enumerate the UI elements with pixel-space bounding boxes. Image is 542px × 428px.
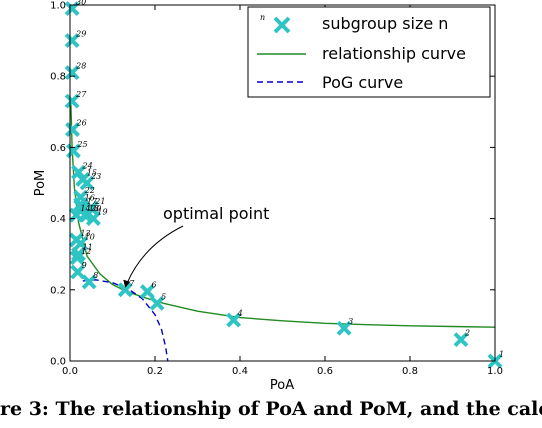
point-label: 20 <box>90 204 101 213</box>
data-point <box>65 143 81 159</box>
point-label: 4 <box>237 309 243 318</box>
y-axis-label: PoM <box>33 170 48 197</box>
data-point <box>70 264 86 280</box>
y-tick-label: 1.0 <box>50 1 66 12</box>
point-label: 13 <box>80 229 90 238</box>
x-tick-label: 0.6 <box>317 366 333 377</box>
legend-x-marker <box>273 16 291 34</box>
point-label: 26 <box>76 119 87 128</box>
point-label: 7 <box>129 279 135 288</box>
data-point <box>64 93 80 109</box>
annotation-arrow <box>126 225 184 283</box>
point-label: 29 <box>75 30 86 39</box>
annotation-text: optimal point <box>163 204 269 223</box>
point-label: 8 <box>93 271 98 280</box>
point-label: 1 <box>499 350 504 359</box>
legend-entry-relationship: relationship curve <box>322 44 466 63</box>
y-tick-label: 0.2 <box>50 285 66 296</box>
x-tick-label: 0.0 <box>62 366 78 377</box>
data-point <box>117 282 133 298</box>
data-point <box>83 200 99 216</box>
data-point <box>69 250 85 266</box>
point-label: 2 <box>464 329 470 338</box>
x-tick-label: 0.2 <box>147 366 163 377</box>
annotation-arrow-head <box>123 279 131 288</box>
data-point <box>336 320 352 336</box>
x-tick-label: 1.0 <box>487 366 503 377</box>
y-tick-label: 0.6 <box>50 143 66 154</box>
data-point <box>68 232 84 248</box>
data-point <box>64 33 80 49</box>
data-point <box>139 284 155 299</box>
y-tick-label: 0.8 <box>50 72 66 83</box>
data-point <box>65 122 80 138</box>
point-labels: 1234567891011121314151617181920212223242… <box>75 0 504 359</box>
point-label: 14 <box>80 204 90 213</box>
data-point <box>64 65 80 81</box>
legend-entry-subgroup: subgroup size n <box>322 14 448 33</box>
axis-ticks: 0.0 0.2 0.4 0.6 0.8 1.0 0.0 0.2 0.4 0.6 0.8 1.0 <box>50 1 503 378</box>
data-point <box>71 164 86 180</box>
data-point <box>226 312 242 328</box>
point-label: 23 <box>90 172 101 181</box>
point-label: 6 <box>151 281 156 290</box>
point-label: 5 <box>161 292 166 301</box>
point-label: 27 <box>75 90 87 99</box>
figure-caption: re 3: The relationship of PoA and PoM, a… <box>0 398 542 420</box>
x-tick-label: 0.8 <box>402 366 418 377</box>
point-label: 16 <box>85 193 95 202</box>
point-label: 12 <box>81 247 91 256</box>
point-label: 21 <box>94 197 105 206</box>
data-point <box>73 189 89 205</box>
data-point <box>149 295 165 311</box>
y-tick-label: 0.4 <box>50 214 66 225</box>
legend-symbol-label: n <box>260 13 265 22</box>
x-axis-label: PoA <box>270 378 294 393</box>
point-label: 22 <box>84 186 95 195</box>
pog-curve <box>82 279 169 361</box>
data-point <box>81 274 97 290</box>
point-label: 15 <box>87 168 97 177</box>
legend: n subgroup size n relationship curve PoG… <box>247 6 491 98</box>
point-label: 18 <box>89 204 99 213</box>
annotation-optimal-point: optimal point <box>123 204 269 288</box>
point-label: 9 <box>82 261 87 270</box>
point-label: 11 <box>83 243 93 252</box>
point-label: 25 <box>76 140 87 149</box>
point-label: 28 <box>75 62 86 71</box>
point-label: 19 <box>97 208 107 217</box>
legend-entry-pog: PoG curve <box>322 73 403 92</box>
data-point <box>453 332 469 348</box>
point-label: 10 <box>85 233 95 242</box>
data-point <box>79 207 95 223</box>
point-label: 30 <box>76 0 86 7</box>
y-tick-label: 0.0 <box>50 357 66 368</box>
plot-frame <box>69 4 496 362</box>
chart: 1234567891011121314151617181920212223242… <box>33 0 504 393</box>
point-label: 17 <box>87 197 98 206</box>
point-label: 3 <box>348 317 353 326</box>
point-label: 24 <box>82 161 93 170</box>
x-tick-label: 0.4 <box>232 366 248 377</box>
legend-marker-subgroup <box>273 16 291 34</box>
